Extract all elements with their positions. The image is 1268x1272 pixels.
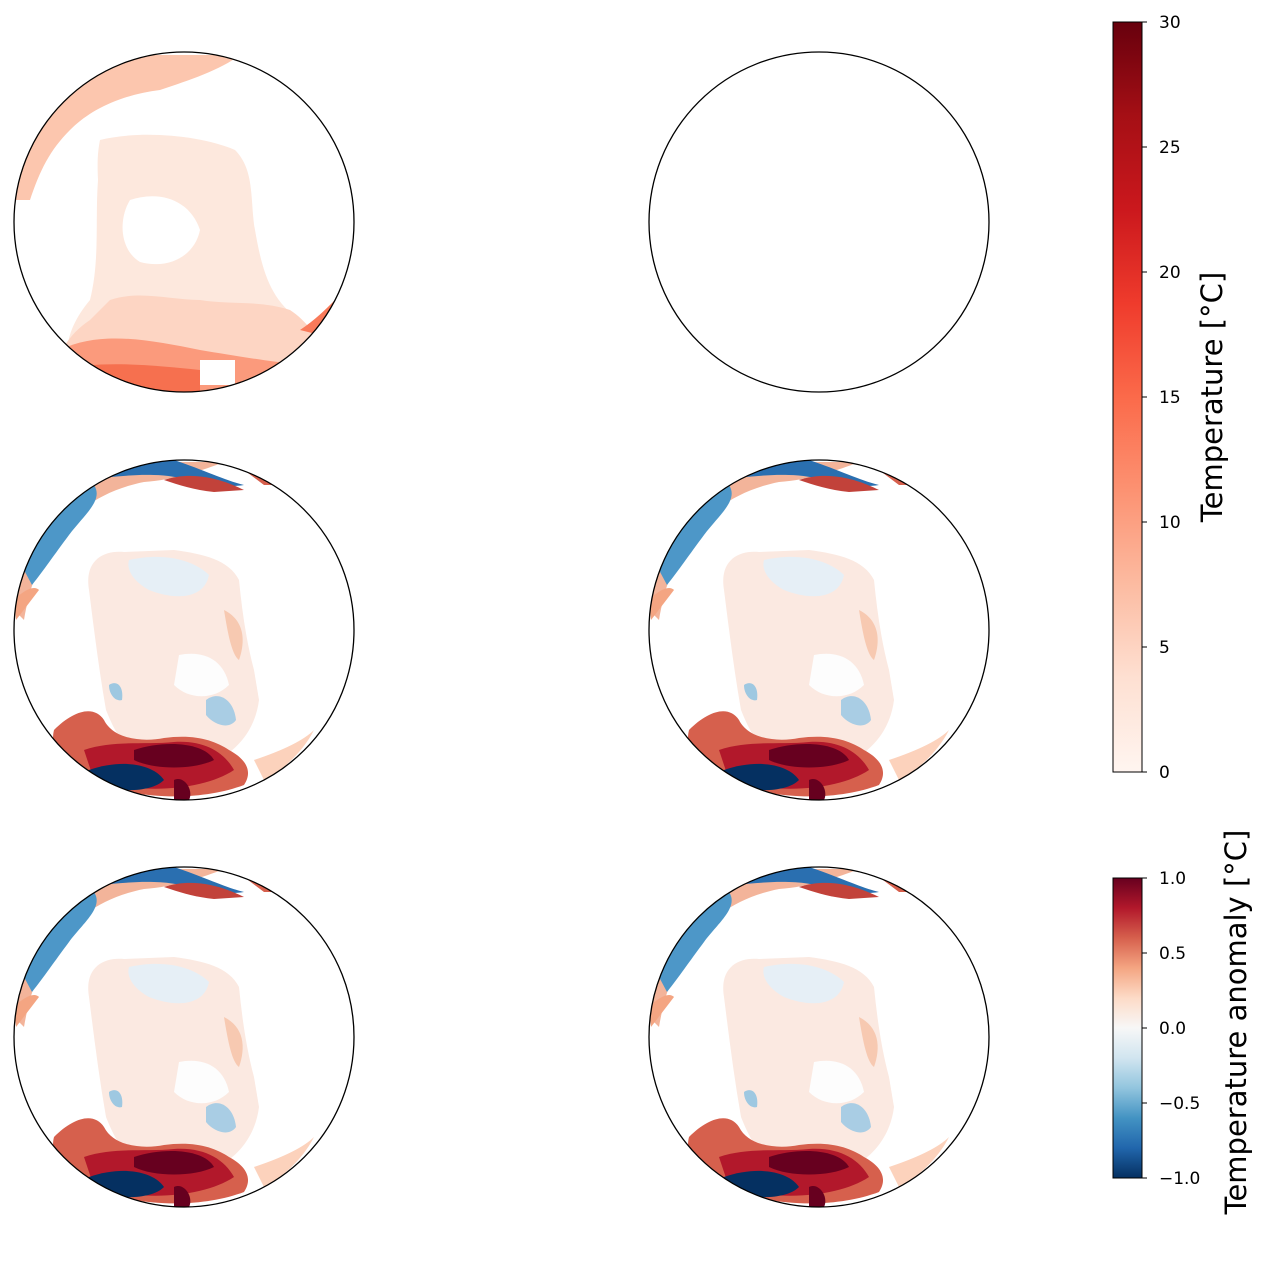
colorbar-temperature-label: Temperature [°C] <box>1195 272 1229 523</box>
colorbar-anomaly-label: Temperature anomaly [°C] <box>1219 830 1253 1216</box>
colorbar-anomaly-tick-label: 0.5 <box>1159 944 1186 964</box>
colorbar-anomaly-tick-label: −0.5 <box>1159 1094 1200 1114</box>
map-panel-r1c2 <box>648 51 990 393</box>
colorbar-temperature-tick-label: 30 <box>1159 13 1181 33</box>
colorbar-temperature-ticks: 0 5 10 15 20 25 30 <box>1142 13 1181 783</box>
map-panel-r2c2 <box>648 459 990 801</box>
colorbar-temperature: 0 5 10 15 20 25 30 Temperature [°C] <box>1112 13 1229 783</box>
colorbar-anomaly-bar <box>1112 877 1143 1179</box>
colorbar-temperature-bar <box>1112 21 1143 773</box>
map-panel-r2c1 <box>13 459 355 801</box>
colorbar-temperature-tick-label: 10 <box>1159 513 1181 533</box>
colorbar-anomaly: −1.0 −0.5 0.0 0.5 1.0 Temperature anomaly [°… <box>1112 830 1253 1216</box>
colorbar-anomaly-tick-label: 1.0 <box>1159 869 1186 889</box>
map-panel-r1c1 <box>13 51 355 393</box>
colorbar-anomaly-tick-label: −1.0 <box>1159 1169 1200 1189</box>
colorbar-temperature-tick-label: 0 <box>1159 763 1170 783</box>
map-panel-r3c2 <box>648 866 990 1208</box>
colorbar-anomaly-tick-label: 0.0 <box>1159 1019 1186 1039</box>
map-panel-r3c1 <box>13 866 355 1208</box>
colorbar-anomaly-ticks: −1.0 −0.5 0.0 0.5 1.0 <box>1142 869 1200 1189</box>
colorbar-temperature-tick-label: 5 <box>1159 638 1170 658</box>
colorbar-temperature-tick-label: 20 <box>1159 263 1181 283</box>
colorbar-temperature-tick-label: 25 <box>1159 138 1181 158</box>
colorbar-temperature-tick-label: 15 <box>1159 388 1181 408</box>
